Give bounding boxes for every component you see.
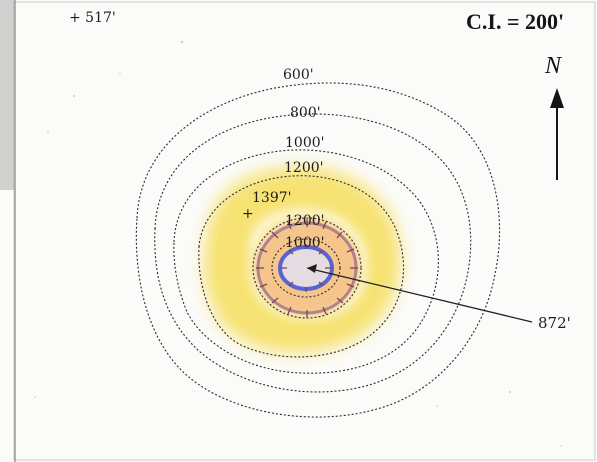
north-arrow-head (550, 88, 564, 108)
rim-spot-elevation: 1397' (252, 190, 292, 206)
contour-1000-inner (271, 238, 341, 298)
rim-spot-marker: + (242, 206, 254, 222)
speckle-7 (34, 396, 36, 398)
left-gray-strip (0, 0, 14, 190)
contour-label-800: 800' (290, 105, 321, 121)
contour-1200-outer (198, 175, 405, 358)
speckle-1 (180, 40, 184, 44)
inner-hachure-2 (318, 249, 324, 255)
pointer-head (307, 264, 317, 273)
speckle-8 (560, 445, 562, 447)
contour-lines (135, 82, 501, 418)
hachure-7 (336, 297, 344, 304)
contour-label-1000-outer: 1000' (285, 135, 325, 151)
contour-label-1200-outer: 1200' (284, 160, 324, 176)
paper-speckles (34, 40, 562, 447)
inner-hachure-8 (288, 249, 294, 255)
hachure-3 (336, 231, 343, 239)
crater-floor-elevation: 872' (538, 314, 571, 332)
contour-800 (154, 113, 472, 393)
map-border (13, 1, 596, 461)
contour-1000-outer (173, 149, 439, 374)
spot-elevation-outer: + 517' (69, 10, 116, 26)
hachure-4 (346, 248, 355, 253)
pointer-line (306, 267, 533, 323)
speckle-4 (47, 131, 49, 133)
hachure-12 (259, 283, 268, 288)
hachure-8 (322, 306, 327, 315)
hachure-11 (271, 297, 279, 304)
left-frame-line (14, 0, 16, 462)
contour-label-600: 600' (283, 67, 314, 83)
hachure-14 (259, 248, 268, 253)
hachure-2 (322, 221, 327, 230)
hachure-15 (271, 231, 279, 239)
hachure-16 (287, 221, 292, 230)
speckle-3 (119, 73, 121, 75)
speckle-5 (509, 391, 511, 393)
contour-label-1200-inner: 1200' (285, 213, 325, 229)
north-label: N (545, 53, 562, 79)
hachure-marks (256, 219, 358, 318)
hachure-6 (346, 283, 355, 288)
speckle-2 (73, 95, 75, 97)
crater-pointer (306, 264, 533, 323)
inner-hachure-6 (288, 281, 294, 287)
speckle-6 (436, 405, 438, 407)
blue-fill (279, 246, 333, 290)
inner-hachure-4 (318, 281, 324, 287)
contour-label-1000-inner: 1000' (285, 235, 325, 251)
crater-shading (203, 166, 401, 353)
contour-interval-label: C.I. = 200' (466, 9, 565, 34)
hachure-10 (287, 306, 292, 315)
north-arrow (550, 88, 564, 180)
